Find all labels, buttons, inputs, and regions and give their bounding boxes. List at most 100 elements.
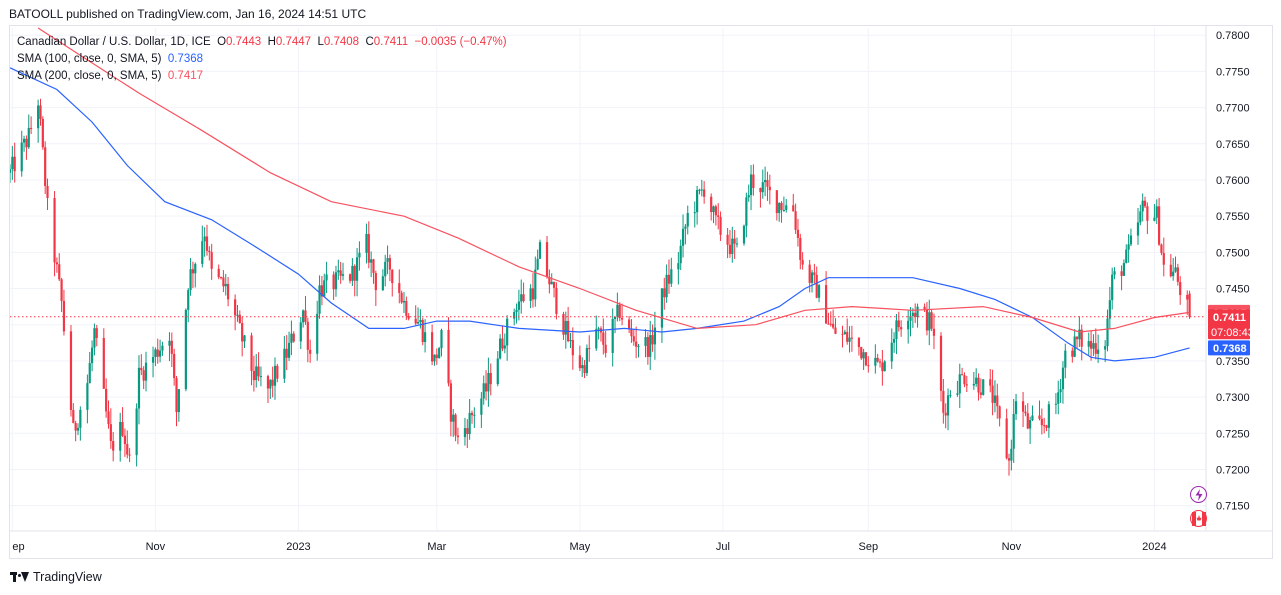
footer-brand-text: TradingView <box>33 570 102 584</box>
candle <box>916 303 919 328</box>
candle <box>663 277 666 310</box>
price-chart[interactable]: 0.7800 0.7750 0.7700 0.7650 0.7600 0.7550 0.75… <box>10 26 1272 558</box>
candle-body <box>848 337 851 342</box>
candle <box>398 269 401 304</box>
candle-body <box>1172 271 1175 277</box>
candle-body <box>635 341 638 347</box>
candle <box>1094 328 1097 360</box>
candle-body <box>463 428 467 438</box>
candle <box>273 357 277 400</box>
high-label: H <box>267 36 276 48</box>
candle-body <box>1031 415 1034 421</box>
candle-body <box>79 409 82 428</box>
candle <box>703 181 706 204</box>
candle-body <box>105 388 108 412</box>
lightning-icon[interactable] <box>1190 486 1207 503</box>
candle <box>440 328 443 357</box>
candle <box>13 142 16 183</box>
legend-ohlc-row[interactable]: Canadian Dollar / U.S. Dollar, 1D, ICE O… <box>17 34 507 51</box>
candle-body <box>993 395 997 403</box>
sma100-badge-text: 0.7368 <box>1213 343 1247 355</box>
candle <box>238 310 241 324</box>
price-badge: 0.7411 07:08:43 <box>1208 309 1254 340</box>
candle-body <box>259 376 263 378</box>
candle <box>269 379 272 399</box>
candle-body <box>194 263 197 274</box>
candle <box>618 302 621 322</box>
candle <box>271 366 274 398</box>
candle <box>22 135 26 152</box>
legend-sma200-row[interactable]: SMA (200, close, 0, SMA, 5) 0.7417 <box>17 68 507 85</box>
candle <box>785 199 788 213</box>
candle-body <box>11 156 14 170</box>
candle <box>365 223 368 264</box>
candle <box>339 261 342 284</box>
candle-body <box>794 211 797 230</box>
candle <box>416 307 420 325</box>
candle <box>76 423 80 436</box>
candle-body <box>72 409 75 424</box>
candle-body <box>309 349 312 354</box>
symbol-label[interactable]: Canadian Dollar / U.S. Dollar, 1D, ICE <box>17 36 211 48</box>
sma100-value: 0.7368 <box>167 53 204 65</box>
candle <box>712 205 715 224</box>
candle <box>292 331 295 343</box>
candle-body <box>874 357 877 366</box>
candle <box>759 187 762 208</box>
candle-body <box>499 338 502 359</box>
candle <box>681 214 685 258</box>
legend-sma100-row[interactable]: SMA (100, close, 0, SMA, 5) 0.7368 <box>17 51 507 68</box>
x-tick-label: Nov <box>146 541 166 553</box>
candle <box>1157 198 1161 246</box>
candle-body <box>764 180 767 183</box>
canada-flag-icon[interactable] <box>1190 510 1207 527</box>
candle-body <box>628 319 631 329</box>
candle <box>545 236 549 279</box>
candle-body <box>400 292 403 303</box>
candle-body <box>1129 235 1133 245</box>
candle <box>219 276 223 280</box>
candle <box>813 263 816 284</box>
candle <box>832 309 835 330</box>
candle-body <box>203 236 206 242</box>
candle <box>304 295 307 325</box>
footer-brand[interactable]: TradingView <box>10 570 102 584</box>
y-tick-label: 0.7600 <box>1216 175 1250 187</box>
candle <box>630 319 633 343</box>
candle <box>637 343 640 358</box>
y-tick-label: 0.7450 <box>1216 284 1250 296</box>
candle-body <box>69 331 73 410</box>
candle-body <box>1122 263 1126 276</box>
candle-body <box>1143 200 1147 207</box>
candle-body <box>907 320 910 330</box>
open-value: 0.7443 <box>226 36 262 48</box>
candle-body <box>956 393 959 395</box>
candle-body <box>681 228 685 246</box>
candle <box>909 307 912 337</box>
candle <box>386 245 389 275</box>
candle <box>726 228 729 259</box>
candle <box>597 326 600 340</box>
candle <box>421 317 424 346</box>
candle-body <box>1075 336 1079 340</box>
candle-body <box>405 300 408 316</box>
candle-body <box>862 352 865 359</box>
candle <box>991 369 994 416</box>
candle-body <box>520 294 523 302</box>
chart-frame[interactable]: 0.7800 0.7750 0.7700 0.7650 0.7600 0.7550 0.75… <box>9 25 1273 559</box>
candle <box>201 225 204 268</box>
candle-body <box>1153 217 1156 221</box>
candle <box>69 325 73 417</box>
high-value: 0.7447 <box>275 36 312 48</box>
price-badge-countdown: 07:08:43 <box>1211 327 1254 339</box>
candle-body <box>140 367 143 371</box>
candle-body <box>829 323 832 325</box>
candle <box>1021 391 1025 428</box>
candle-body <box>1174 267 1177 272</box>
candle <box>1188 290 1191 319</box>
candle <box>402 291 406 313</box>
price-badge-text: 0.7411 <box>1213 312 1246 324</box>
candle-body <box>107 411 110 425</box>
candle <box>515 303 518 324</box>
candle-body <box>991 385 994 403</box>
